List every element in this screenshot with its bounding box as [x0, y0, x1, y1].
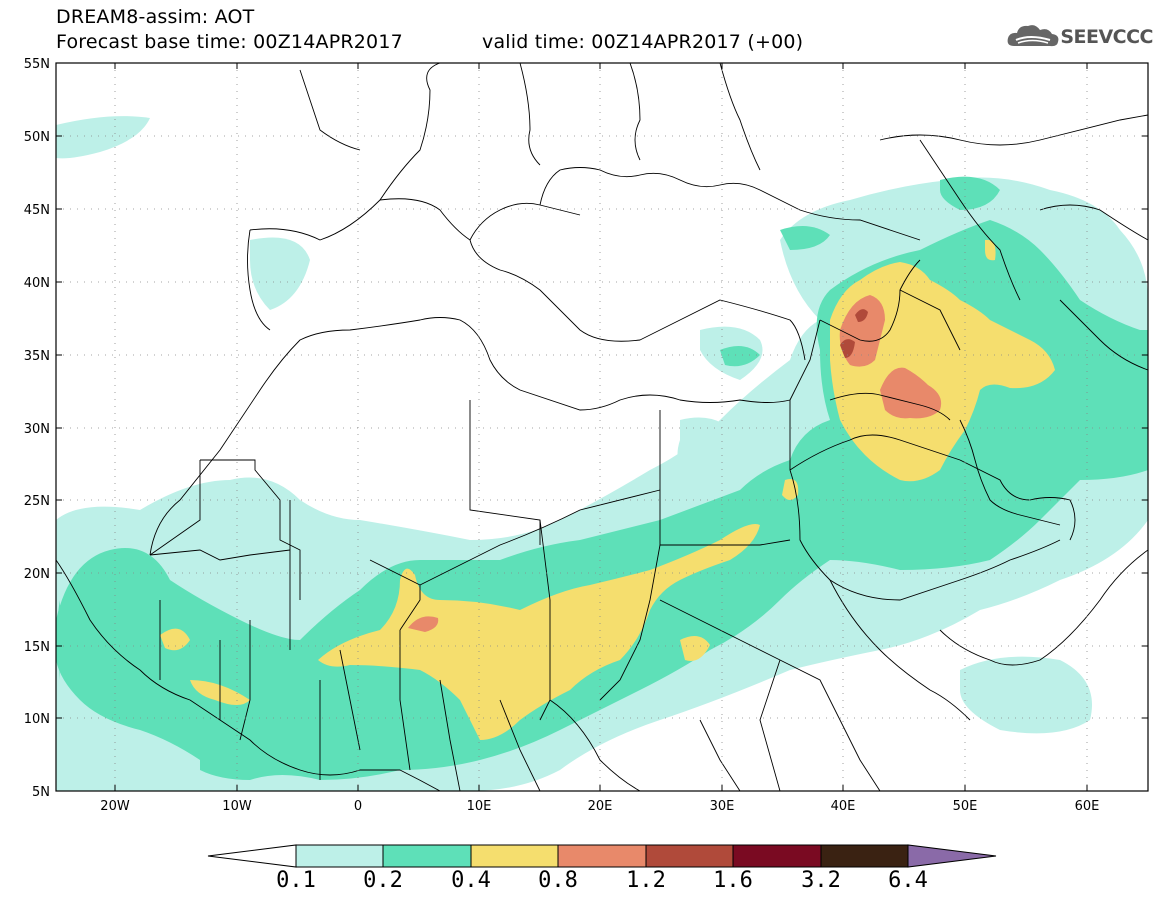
graticule [56, 63, 1148, 791]
longitude-labels: 20W 10W 0 10E 20E 30E 40E 50E 60E [100, 799, 1099, 814]
lon-label: 0 [354, 799, 362, 814]
lat-label: 30N [24, 422, 50, 437]
lon-label: 40E [831, 799, 856, 814]
colorbar-label: 6.4 [888, 868, 928, 893]
lon-label: 60E [1075, 799, 1100, 814]
lat-label: 20N [24, 567, 50, 582]
aot-band-1.2 [840, 309, 868, 358]
colorbar-bin [732, 844, 822, 868]
lat-label: 50N [24, 130, 50, 145]
colorbar-label: 0.1 [276, 868, 316, 893]
colorbar-label: 1.6 [713, 868, 753, 893]
lat-label: 40N [24, 276, 50, 291]
lat-label: 45N [24, 203, 50, 218]
colorbar-over-triangle [907, 844, 997, 868]
colorbar-bin [645, 844, 734, 868]
logo-text: SEEVCCC [1060, 26, 1153, 48]
lon-label: 20E [588, 799, 613, 814]
map-title: DREAM8-assim: AOT [56, 6, 255, 28]
colorbar-bin [557, 844, 647, 868]
lat-label: 35N [24, 349, 50, 364]
colorbar-bin [382, 844, 472, 868]
colorbar-label: 0.8 [538, 868, 578, 893]
lon-label: 50E [953, 799, 978, 814]
colorbar [207, 844, 997, 868]
lon-label: 10E [467, 799, 492, 814]
lat-label: 15N [24, 640, 50, 655]
cloud-icon [1007, 25, 1059, 47]
colorbar-bin [820, 844, 909, 868]
colorbar-label: 1.2 [626, 868, 666, 893]
forecast-base-time: Forecast base time: 00Z14APR2017 [56, 31, 403, 53]
lon-label: 30E [710, 799, 735, 814]
lat-label: 25N [24, 494, 50, 509]
lat-label: 10N [24, 712, 50, 727]
latitude-labels: 55N 50N 45N 40N 35N 30N 25N 20N 15N 10N … [24, 57, 50, 800]
aot-field [56, 116, 1148, 791]
colorbar-bin [470, 844, 559, 868]
lat-label: 55N [24, 57, 50, 72]
lat-label: 5N [32, 785, 50, 800]
valid-time: valid time: 00Z14APR2017 (+00) [482, 31, 804, 53]
colorbar-label: 0.4 [451, 868, 491, 893]
axis-ticks [56, 62, 1148, 791]
country-borders [56, 63, 1148, 791]
colorbar-label: 3.2 [801, 868, 841, 893]
lon-label: 10W [222, 799, 252, 814]
colorbar-label: 0.2 [363, 868, 403, 893]
lon-label: 20W [100, 799, 130, 814]
colorbar-bin [295, 844, 384, 868]
colorbar-under-triangle [207, 844, 297, 868]
map-frame [55, 62, 1149, 792]
seevccc-logo: SEEVCCC [1006, 22, 1153, 52]
